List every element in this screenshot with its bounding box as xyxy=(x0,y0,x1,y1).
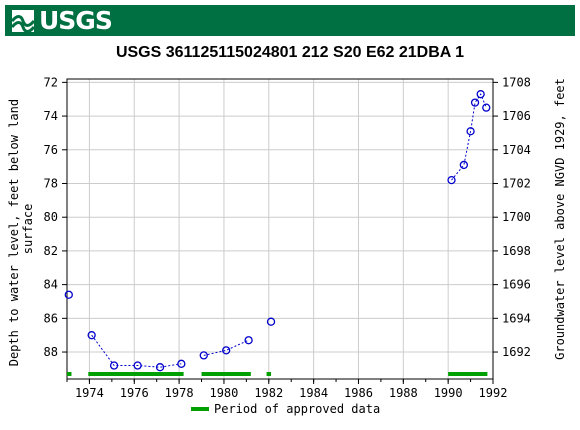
data-point xyxy=(222,346,231,355)
x-tick-label: 1990 xyxy=(434,386,463,400)
x-tick-label: 1980 xyxy=(209,386,238,400)
y-tick-label-left: 78 xyxy=(44,176,58,190)
y-tick-label-right: 1694 xyxy=(502,311,531,325)
data-point xyxy=(87,331,96,340)
y-axis-label-left-line2: surface xyxy=(21,204,35,255)
series-line xyxy=(203,339,249,356)
data-point xyxy=(155,363,165,372)
series-lines xyxy=(91,93,487,368)
y-axis-label-right: Groundwater level above NGVD 1929, feet xyxy=(553,78,567,360)
plot-frame xyxy=(66,78,494,380)
y-tick-label-left: 84 xyxy=(44,278,58,292)
usgs-wave-icon xyxy=(11,9,35,33)
grid xyxy=(67,79,493,379)
chart-title: USGS 361125115024801 212 S20 E62 21DBA 1 xyxy=(115,44,465,61)
axis-ticks: 1974 1976 1978 1980 1982 1984 1986 1988 1990 1992… xyxy=(44,75,531,400)
usgs-logo-text: USGS xyxy=(39,6,113,35)
x-tick-label: 1978 xyxy=(165,386,194,400)
data-point xyxy=(199,351,208,360)
x-tick-label: 1974 xyxy=(75,386,104,400)
x-tick-label: 1982 xyxy=(254,386,283,400)
y-tick-label-right: 1700 xyxy=(502,210,531,224)
y-tick-label-right: 1696 xyxy=(502,278,531,292)
y-tick-label-left: 72 xyxy=(44,75,58,89)
y-axis-label-left-line1: Depth to water level, feet below land xyxy=(7,99,21,366)
data-point xyxy=(64,290,73,299)
x-tick-label: 1988 xyxy=(389,386,418,400)
y-tick-label-left: 80 xyxy=(44,210,58,224)
x-tick-label: 1986 xyxy=(344,386,373,400)
data-point xyxy=(244,336,253,345)
data-point xyxy=(476,90,485,99)
data-point xyxy=(177,359,186,368)
x-tick-label: 1992 xyxy=(479,386,508,400)
data-points xyxy=(64,90,491,372)
y-tick-label-right: 1704 xyxy=(502,143,531,157)
y-tick-label-left: 82 xyxy=(44,244,58,258)
axis-labels: Depth to water level, feet below land su… xyxy=(7,78,567,366)
y-tick-label-right: 1702 xyxy=(502,176,531,190)
usgs-logo[interactable]: USGS xyxy=(11,6,113,35)
y-tick-label-right: 1708 xyxy=(502,75,531,89)
y-tick-label-right: 1692 xyxy=(502,345,531,359)
legend-label: Period of approved data xyxy=(214,402,380,416)
y-tick-label-left: 76 xyxy=(44,143,58,157)
x-tick-label: 1976 xyxy=(120,386,149,400)
data-point xyxy=(466,127,475,136)
series-line xyxy=(91,334,182,368)
usgs-banner: USGS xyxy=(5,5,575,36)
data-point xyxy=(470,98,480,107)
legend: Period of approved data xyxy=(191,402,380,416)
data-point xyxy=(447,175,456,185)
data-point xyxy=(266,317,276,326)
y-tick-label-left: 74 xyxy=(44,109,58,123)
y-tick-label-left: 88 xyxy=(44,345,58,359)
y-axis-label-left: Depth to water level, feet below land su… xyxy=(7,92,35,367)
series-line xyxy=(451,93,487,181)
data-point xyxy=(482,103,491,112)
x-tick-label: 1984 xyxy=(299,386,328,400)
data-point xyxy=(133,361,142,370)
data-point xyxy=(459,160,469,170)
y-tick-label-left: 86 xyxy=(44,311,58,325)
data-point xyxy=(109,361,119,370)
y-tick-label-right: 1706 xyxy=(502,109,531,123)
y-tick-label-right: 1698 xyxy=(502,244,531,258)
